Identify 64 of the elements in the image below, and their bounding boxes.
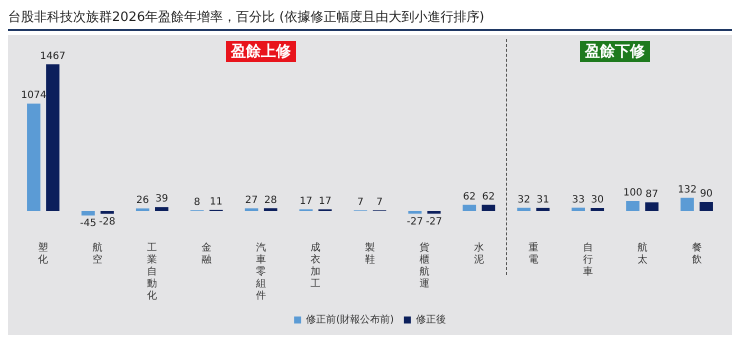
data-label: 1074: [20, 90, 46, 102]
bar: [700, 202, 713, 211]
data-label: 7: [376, 196, 383, 208]
bar: [264, 208, 278, 211]
x-tick-label: 成衣加工: [310, 242, 321, 290]
data-label: 8: [194, 196, 200, 208]
data-label: 62: [463, 191, 476, 202]
x-tick-label: 金融: [202, 242, 212, 266]
x-tick-label: 工業自動化: [147, 242, 158, 302]
data-label: 11: [210, 196, 223, 208]
data-label: 32: [517, 194, 530, 206]
text: 盈餘下修: [580, 41, 650, 62]
bar: [46, 64, 60, 211]
bar: [482, 204, 496, 211]
bar: [590, 208, 604, 211]
bar: [100, 211, 114, 214]
bar: [462, 204, 476, 211]
data-label: 90: [700, 188, 713, 200]
data-label: 31: [536, 194, 550, 206]
data-label: 33: [572, 194, 585, 206]
chart-title: 台股非科技次族群2026年盈餘年增率，百分比 (依據修正幅度且由大到小進行排序): [8, 8, 732, 31]
data-label: 7: [357, 196, 364, 208]
text: 盈餘上修: [226, 41, 296, 62]
bar: [536, 208, 550, 211]
x-tick-label: 餐飲: [692, 242, 702, 266]
x-tick-label: 水泥: [474, 242, 484, 266]
bar: [155, 207, 168, 211]
x-tick-label: 貨櫃航運: [419, 242, 430, 290]
bar: [136, 208, 150, 211]
bar: [572, 208, 585, 211]
data-label: 100: [623, 188, 642, 199]
data-label: 26: [136, 194, 149, 206]
data-label: 87: [645, 188, 658, 200]
data-label: 62: [482, 191, 495, 202]
bar: [680, 198, 694, 211]
x-tick-label: 製鞋: [365, 242, 375, 266]
bar: [645, 202, 659, 211]
data-label: 28: [264, 194, 277, 206]
bar: [27, 104, 40, 211]
x-tick-label: 重電: [528, 242, 538, 266]
bar: [408, 211, 422, 214]
legend-label: 修正後: [416, 314, 446, 326]
bar: [81, 211, 95, 216]
data-label: 17: [318, 196, 332, 207]
data-label: 39: [155, 194, 168, 205]
data-label: -27: [426, 216, 442, 228]
data-label: 1467: [40, 50, 66, 62]
bar: [244, 208, 258, 211]
data-label: 30: [591, 194, 604, 206]
data-label: -28: [99, 216, 116, 228]
data-label: -45: [80, 218, 96, 230]
x-tick-label: 航空: [92, 242, 103, 266]
x-tick-label: 航太: [637, 242, 648, 266]
bar: [626, 201, 640, 211]
data-label: 27: [245, 194, 258, 206]
data-label: -27: [406, 216, 424, 228]
bar: [427, 211, 441, 214]
bar: [517, 208, 531, 211]
data-label: 17: [300, 196, 312, 207]
x-tick-label: 汽車零組件: [255, 242, 266, 302]
x-tick-label: 自行車: [582, 242, 593, 278]
legend-label: 修正前(財報公布前): [306, 314, 394, 326]
data-label: 132: [678, 184, 697, 196]
x-tick-label: 塑化: [38, 242, 48, 266]
